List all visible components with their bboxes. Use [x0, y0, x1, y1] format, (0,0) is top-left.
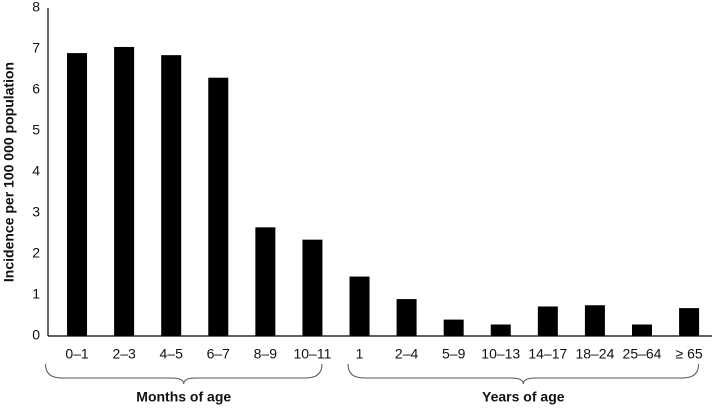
bar — [537, 306, 558, 336]
y-tick-label: 5 — [32, 122, 40, 138]
bar — [584, 305, 605, 336]
bar — [396, 299, 417, 336]
x-tick-label: 8–9 — [254, 346, 278, 362]
y-tick-label: 2 — [32, 245, 40, 261]
y-tick-label: 4 — [32, 163, 40, 179]
x-tick-label: 2–4 — [395, 346, 419, 362]
bar — [349, 276, 370, 336]
x-tick-label: 14–17 — [528, 346, 567, 362]
bar — [302, 239, 323, 336]
bar — [255, 227, 276, 336]
y-tick-label: 1 — [32, 286, 40, 302]
bar — [443, 319, 464, 336]
bar — [679, 308, 700, 336]
group-brace — [45, 363, 323, 385]
y-tick-label: 6 — [32, 81, 40, 97]
bar — [490, 324, 511, 336]
x-tick-label: 10–13 — [481, 346, 520, 362]
y-tick-label: 8 — [32, 0, 40, 15]
x-tick-label: 0–1 — [65, 346, 89, 362]
x-tick-label: ≥ 65 — [676, 346, 703, 362]
group-label: Years of age — [482, 389, 565, 405]
group-brace — [347, 363, 700, 385]
group-label: Months of age — [136, 389, 231, 405]
bar — [67, 53, 88, 336]
bar — [632, 324, 652, 336]
y-tick-label: 7 — [32, 40, 40, 56]
y-tick-label: 3 — [32, 204, 40, 220]
y-axis-label: Incidence per 100 000 population — [1, 62, 17, 282]
x-tick-label: 1 — [356, 346, 364, 362]
bar — [114, 46, 135, 336]
x-tick-label: 2–3 — [112, 346, 136, 362]
bar — [161, 55, 182, 337]
bar — [208, 77, 229, 336]
x-tick-label: 4–5 — [160, 346, 184, 362]
x-tick-label: 18–24 — [575, 346, 614, 362]
y-tick-label: 0 — [32, 327, 40, 343]
x-tick-label: 6–7 — [207, 346, 231, 362]
x-tick-label: 10–11 — [293, 346, 331, 362]
x-tick-label: 5–9 — [442, 346, 466, 362]
x-tick-label: 25–64 — [623, 346, 662, 362]
